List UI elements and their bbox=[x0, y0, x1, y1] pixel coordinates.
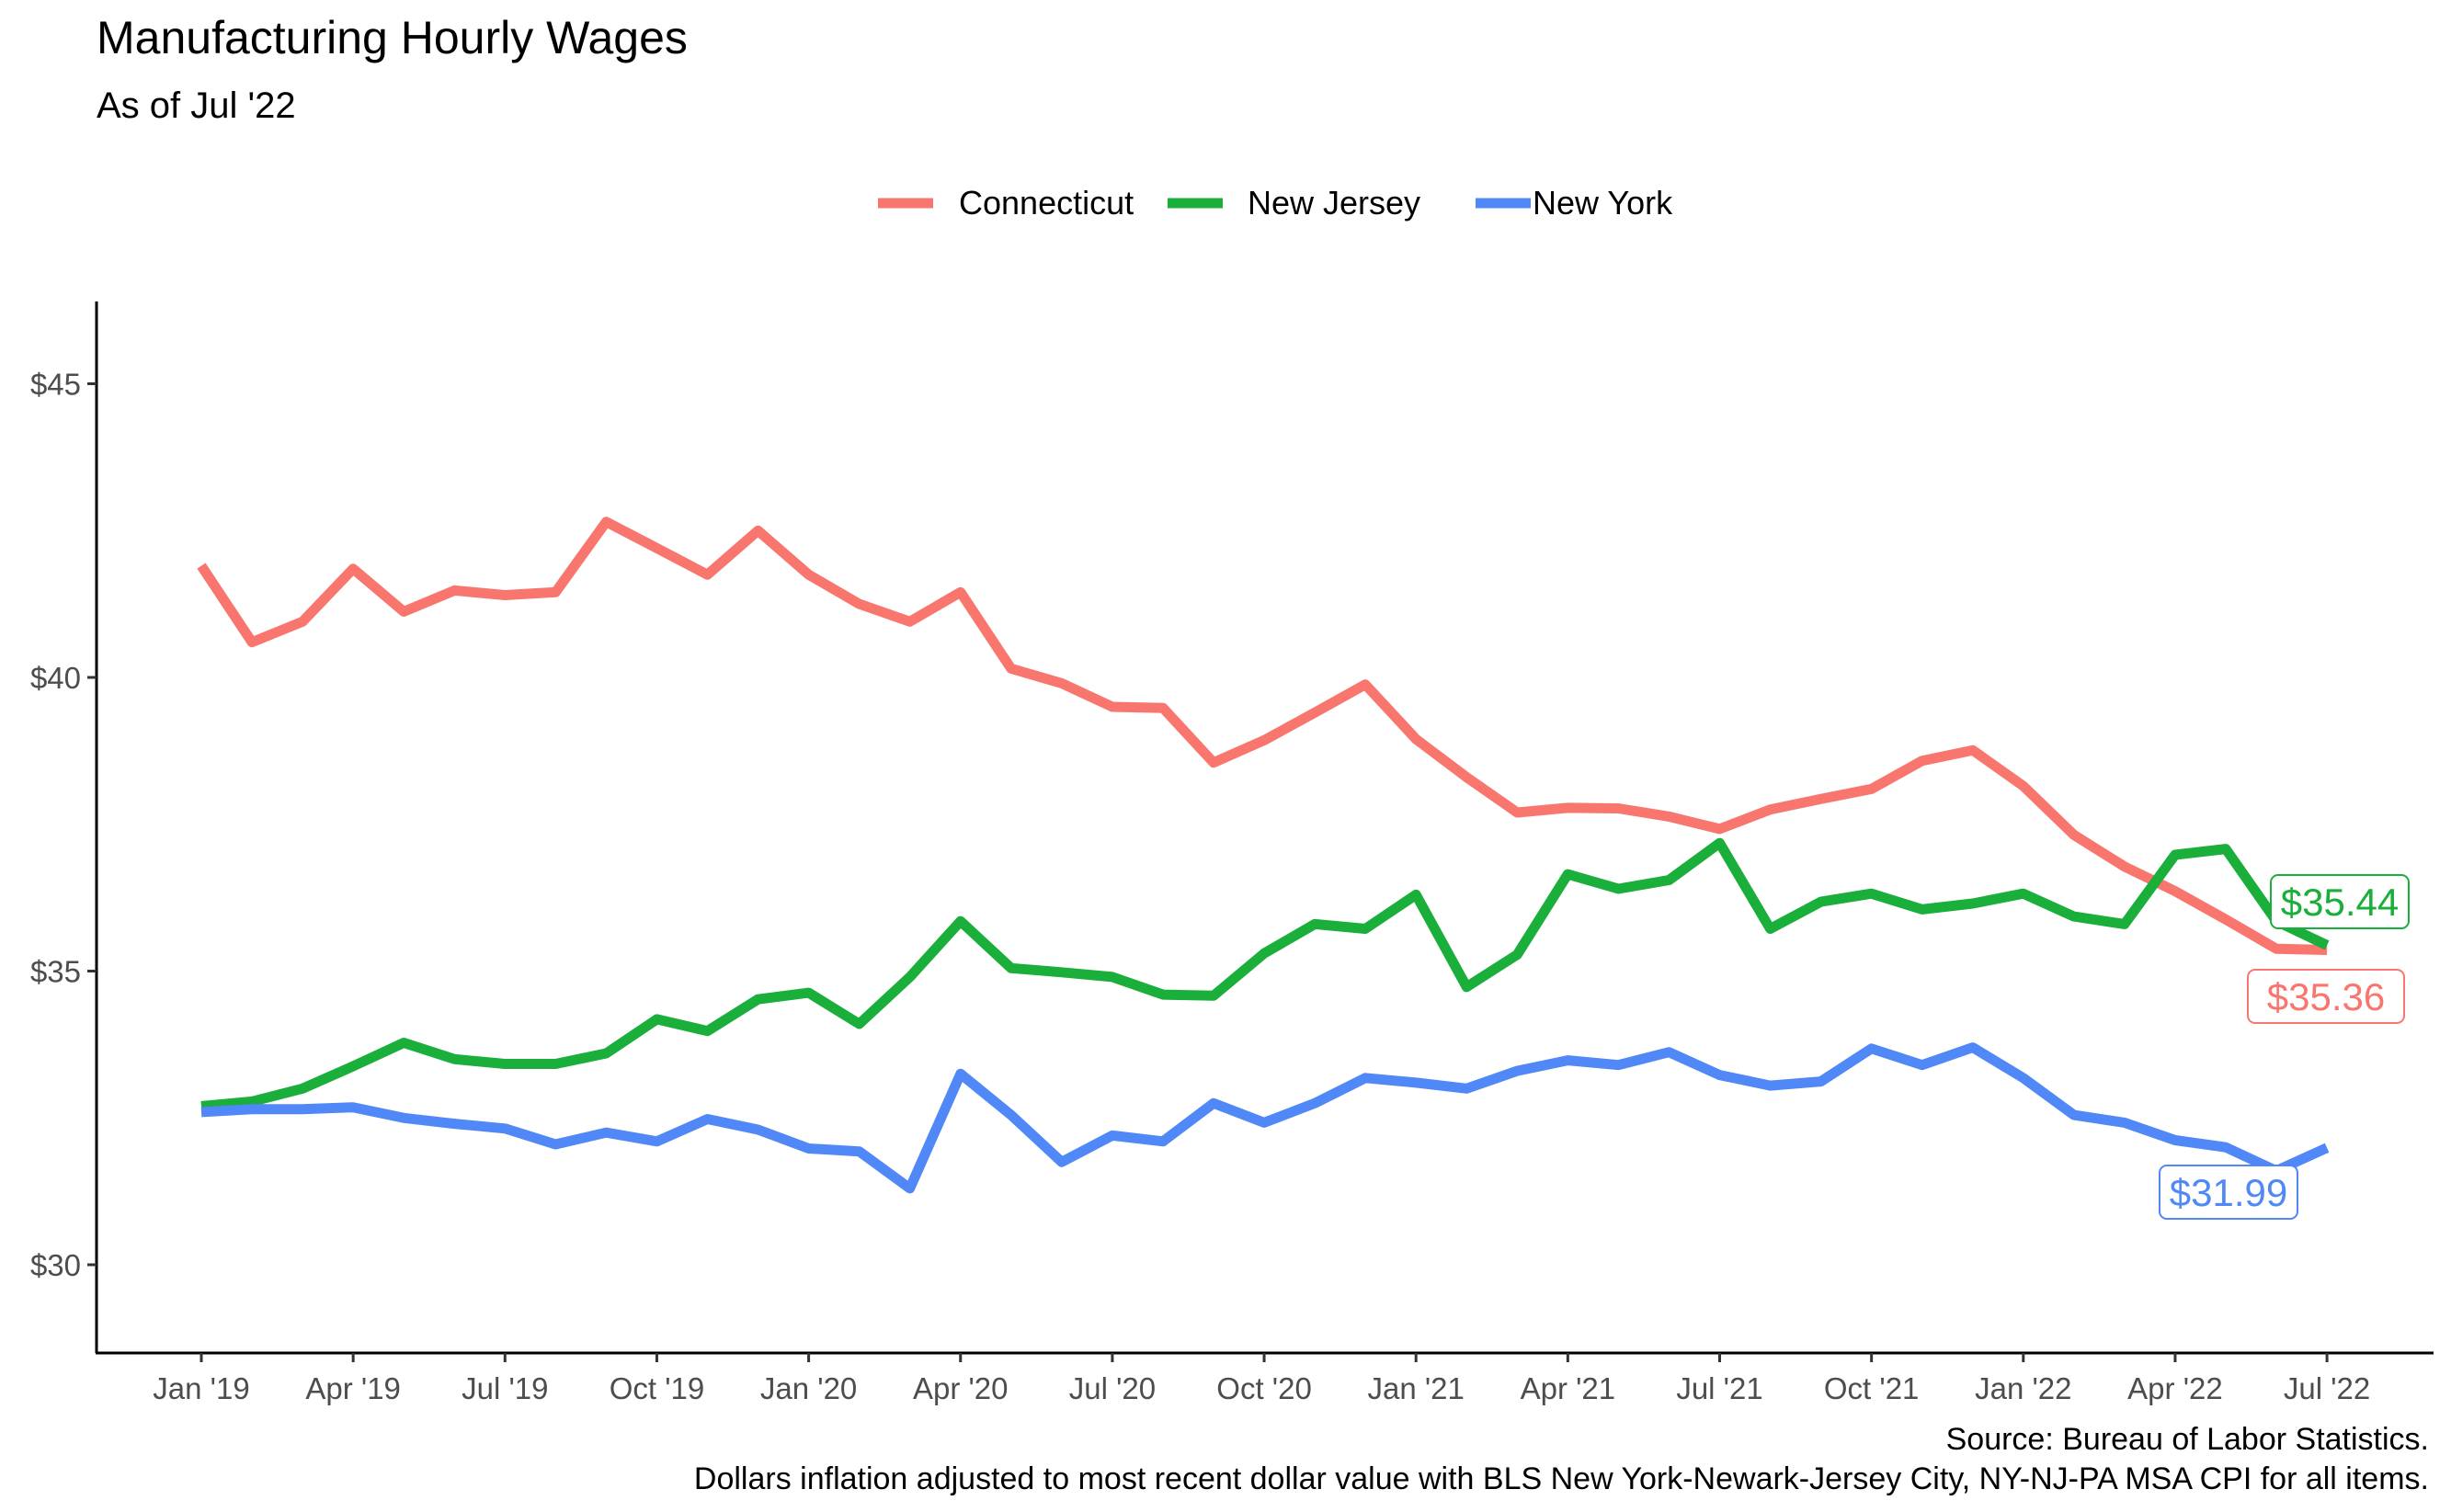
series-line-new-jersey bbox=[200, 837, 2330, 1111]
end-label-new-york: $31.99 bbox=[2170, 1171, 2287, 1214]
x-tick-label: Jul '21 bbox=[1676, 1371, 1762, 1405]
end-label-new-jersey: $35.44 bbox=[2281, 881, 2399, 924]
x-tick-label: Jan '21 bbox=[1368, 1371, 1465, 1405]
x-tick-label: Oct '21 bbox=[1824, 1371, 1920, 1405]
end-label-box-connecticut bbox=[2247, 969, 2405, 1024]
series-line-connecticut bbox=[197, 517, 2328, 955]
end-labels: $35.36 $35.44 $31.99 bbox=[2159, 874, 2410, 1220]
series-line-new-york bbox=[200, 1042, 2330, 1194]
series-lines bbox=[197, 517, 2330, 1194]
y-tick-label: $35 bbox=[30, 955, 81, 989]
legend-label-new-york: New York bbox=[1533, 184, 1673, 222]
y-axis-ticks: $30 $35 $40 $45 bbox=[30, 368, 97, 1282]
chart-title: Manufacturing Hourly Wages bbox=[97, 12, 688, 63]
legend-label-connecticut: Connecticut bbox=[959, 184, 1134, 222]
legend-label-new-jersey: New Jersey bbox=[1248, 184, 1420, 222]
chart-subtitle: As of Jul '22 bbox=[97, 85, 296, 126]
caption-note: Dollars inflation adjusted to most recen… bbox=[694, 1461, 2429, 1496]
x-tick-label: Apr '19 bbox=[305, 1371, 401, 1405]
x-tick-label: Jul '20 bbox=[1069, 1371, 1156, 1405]
x-tick-label: Apr '22 bbox=[2127, 1371, 2223, 1405]
x-axis-ticks: Jan '19 Apr '19 Jul '19 Oct '19 Jan '20 Apr '… bbox=[153, 1353, 2370, 1405]
x-tick-label: Apr '20 bbox=[913, 1371, 1009, 1405]
x-tick-label: Jan '20 bbox=[760, 1371, 857, 1405]
x-tick-label: Jan '22 bbox=[1975, 1371, 2071, 1405]
x-tick-label: Apr '21 bbox=[1521, 1371, 1616, 1405]
y-tick-label: $30 bbox=[30, 1248, 81, 1282]
legend: Connecticut New Jersey New York bbox=[878, 184, 1673, 222]
y-tick-label: $45 bbox=[30, 368, 81, 402]
end-label-box-new-jersey bbox=[2270, 874, 2410, 929]
x-tick-label: Oct '19 bbox=[610, 1371, 705, 1405]
x-tick-label: Jan '19 bbox=[153, 1371, 249, 1405]
end-label-box-new-york bbox=[2159, 1165, 2298, 1220]
x-tick-label: Oct '20 bbox=[1216, 1371, 1312, 1405]
y-tick-label: $40 bbox=[30, 661, 81, 695]
x-tick-label: Jul '22 bbox=[2284, 1371, 2370, 1405]
end-label-connecticut: $35.36 bbox=[2267, 975, 2385, 1018]
caption-source: Source: Bureau of Labor Statistics. bbox=[1946, 1422, 2429, 1457]
x-tick-label: Jul '19 bbox=[462, 1371, 548, 1405]
